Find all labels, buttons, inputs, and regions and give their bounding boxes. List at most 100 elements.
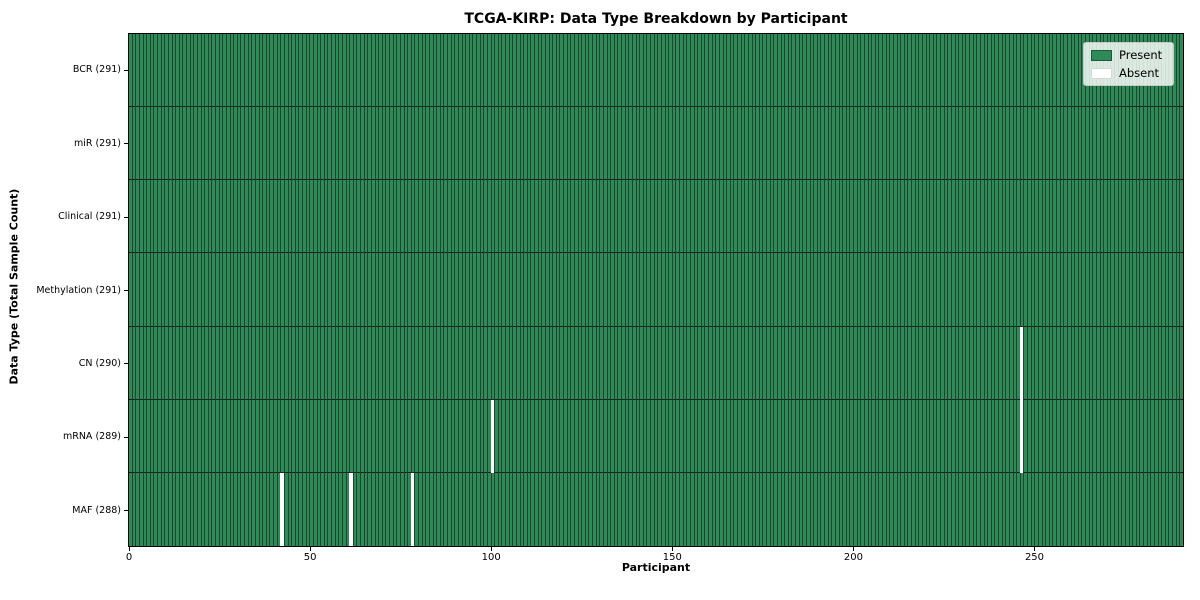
heatmap-cell (1175, 34, 1180, 108)
heatmap-cell (338, 180, 342, 254)
heatmap-cell (497, 399, 502, 473)
heatmap-cell (309, 399, 313, 473)
heatmap-cell (222, 326, 226, 400)
heatmap-cell (744, 326, 748, 400)
heatmap-cell (664, 253, 669, 327)
heatmap-cell (273, 326, 277, 400)
heatmap-cell (425, 472, 429, 546)
heatmap-cell (595, 107, 600, 181)
heatmap-cell (628, 326, 632, 400)
heatmap-cell (1135, 253, 1140, 327)
heatmap-cell (1008, 326, 1013, 400)
heatmap-cell (802, 34, 806, 108)
heatmap-cell (602, 34, 607, 108)
heatmap-cell (486, 253, 491, 327)
heatmap-cell (762, 180, 766, 254)
heatmap-cell (1135, 326, 1140, 400)
heatmap-cell (1106, 107, 1111, 181)
heatmap-cell (530, 326, 534, 400)
heatmap-cell (1048, 180, 1053, 254)
heatmap-cell (1070, 472, 1075, 546)
heatmap-cell (374, 472, 379, 546)
heatmap-cell (689, 253, 694, 327)
heatmap-cell (1052, 253, 1056, 327)
heatmap-cell (758, 180, 763, 254)
heatmap-cell (907, 326, 911, 400)
heatmap-cell (610, 326, 614, 400)
heatmap-cell (465, 107, 469, 181)
heatmap-cell (178, 399, 183, 473)
heatmap-cell (1001, 107, 1006, 181)
heatmap-cell (610, 34, 614, 108)
heatmap-cell (860, 399, 864, 473)
heatmap-cell (512, 399, 516, 473)
heatmap-cell (653, 253, 658, 327)
heatmap-cell (795, 326, 799, 400)
heatmap-cell (943, 399, 948, 473)
heatmap-cell (334, 107, 339, 181)
heatmap-cell (309, 472, 313, 546)
heatmap-cell (530, 253, 534, 327)
heatmap-cell (403, 107, 408, 181)
heatmap-cell (367, 253, 371, 327)
heatmap-cell (824, 34, 828, 108)
heatmap-cell (457, 107, 462, 181)
heatmap-cell (1016, 326, 1020, 400)
heatmap-cell (490, 253, 495, 327)
heatmap-cell (269, 253, 273, 327)
heatmap-cell (668, 180, 672, 254)
heatmap-cell (758, 107, 763, 181)
heatmap-cell (1063, 326, 1067, 400)
heatmap-cell (1066, 326, 1071, 400)
heatmap-cell (1121, 399, 1125, 473)
heatmap-cell (1063, 399, 1067, 473)
heatmap-cell (675, 34, 679, 108)
heatmap-cell (958, 399, 962, 473)
heatmap-cell (1117, 180, 1122, 254)
heatmap-cell (798, 399, 803, 473)
heatmap-cell (526, 107, 531, 181)
heatmap-cell (262, 34, 266, 108)
heatmap-cell (164, 326, 168, 400)
heatmap-cell (718, 399, 723, 473)
heatmap-cell (305, 399, 310, 473)
heatmap-cell (418, 34, 422, 108)
heatmap-cell (726, 107, 730, 181)
heatmap-cell (555, 34, 560, 108)
heatmap-cell (269, 34, 273, 108)
heatmap-cell (1095, 472, 1100, 546)
heatmap-cell (428, 180, 433, 254)
heatmap-cell (341, 253, 346, 327)
heatmap-row-methylation (129, 253, 1183, 327)
heatmap-cell (552, 180, 556, 254)
heatmap-cell (697, 34, 701, 108)
heatmap-cell (312, 472, 317, 546)
heatmap-cell (1121, 326, 1125, 400)
heatmap-cell (744, 34, 748, 108)
heatmap-cell (1172, 472, 1176, 546)
heatmap-cell (802, 326, 806, 400)
heatmap-cell (936, 399, 940, 473)
heatmap-cell (860, 34, 864, 108)
heatmap-cell (218, 107, 223, 181)
heatmap-cell (1161, 326, 1165, 400)
heatmap-cell (171, 107, 176, 181)
heatmap-cell (196, 180, 201, 254)
heatmap-cell (1161, 472, 1165, 546)
heatmap-cell (211, 107, 215, 181)
heatmap-cell (1016, 399, 1020, 473)
heatmap-cell (675, 326, 679, 400)
heatmap-cell (983, 326, 988, 400)
heatmap-cell (312, 107, 317, 181)
heatmap-cell (573, 34, 578, 108)
heatmap-cell (990, 34, 995, 108)
heatmap-cell (700, 107, 705, 181)
heatmap-cell-absent (349, 472, 353, 546)
heatmap-cell (251, 326, 255, 400)
heatmap-cell (287, 472, 292, 546)
heatmap-cell (1045, 472, 1049, 546)
heatmap-cell (733, 107, 737, 181)
heatmap-cell (809, 253, 814, 327)
heatmap-cell (715, 326, 719, 400)
heatmap-cell (171, 34, 176, 108)
